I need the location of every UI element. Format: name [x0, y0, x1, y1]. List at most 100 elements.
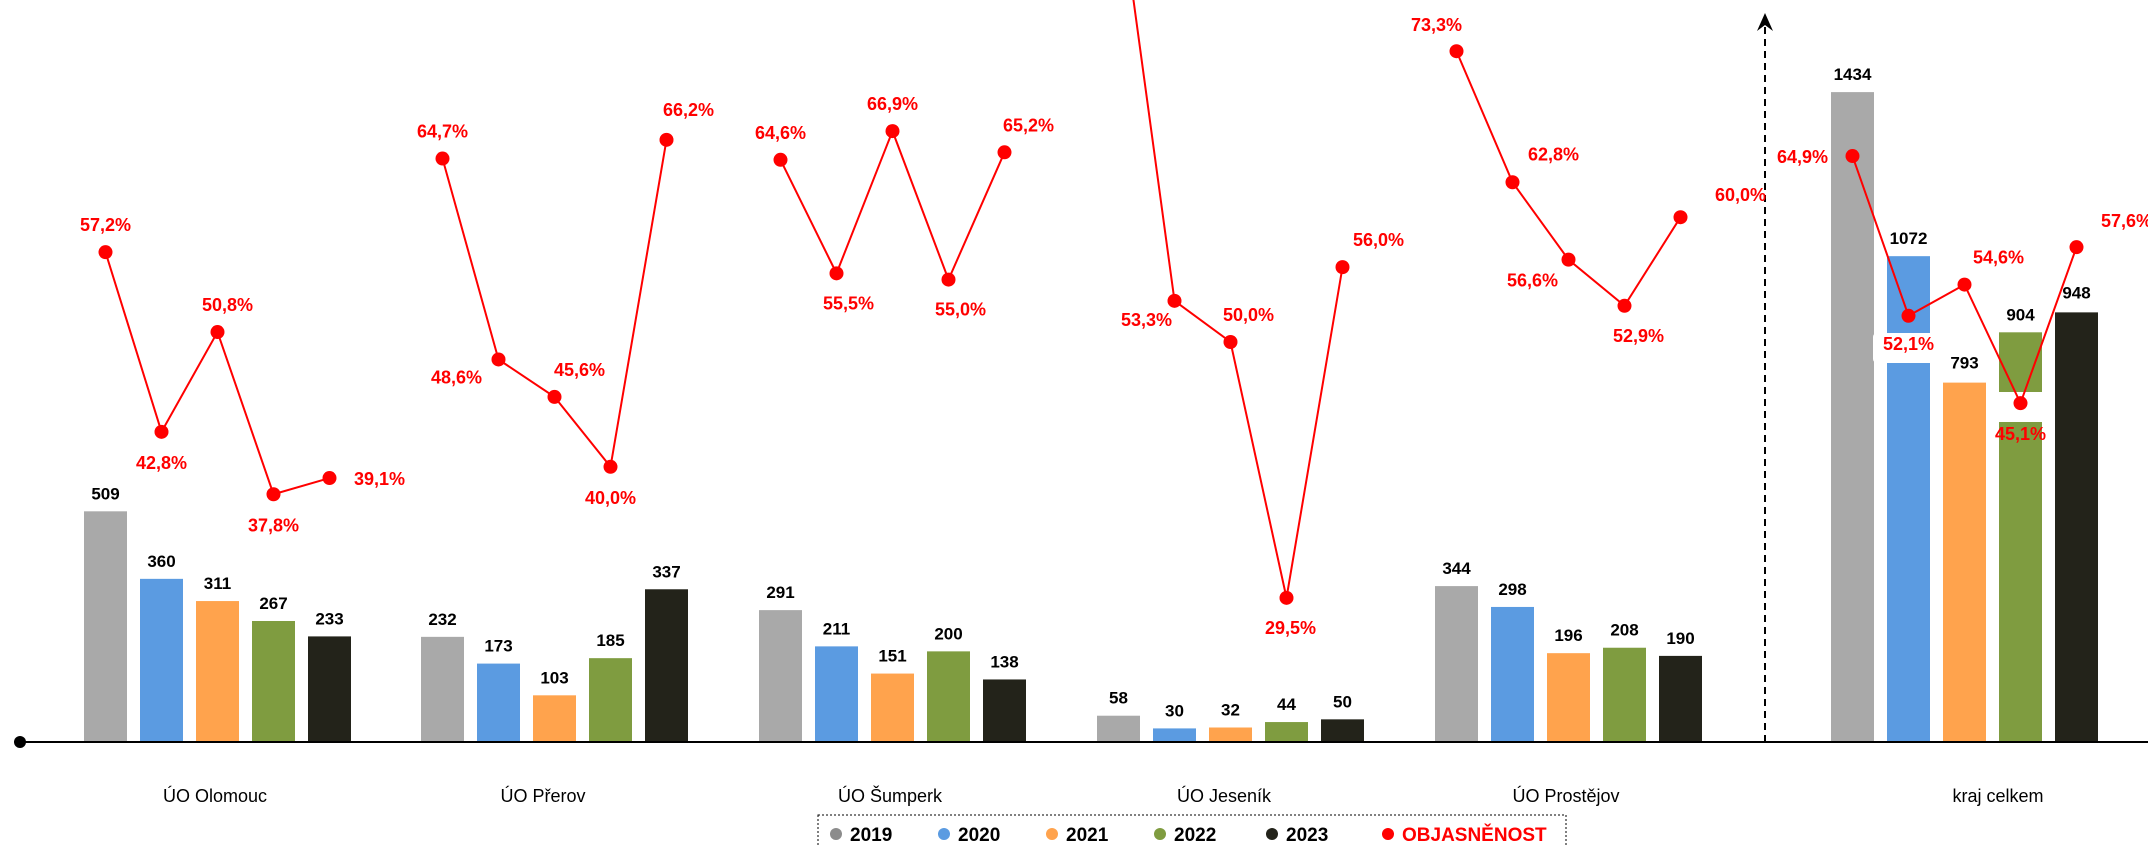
- bar-uo-sumperk-2023: [983, 679, 1026, 742]
- bar-uo-prerov-2022: [589, 658, 632, 742]
- bar-uo-jesenik-2021: [1209, 727, 1252, 742]
- bar-value-label: 103: [540, 668, 568, 687]
- objasnenost-label: 66,9%: [867, 94, 918, 114]
- objasnenost-line-uo-prerov: [441, 139, 668, 470]
- objasnenost-label: 52,1%: [1883, 334, 1934, 354]
- objasnenost-point: [1845, 149, 1860, 164]
- bar-value-label: 185: [596, 631, 624, 650]
- bar-value-label: 30: [1165, 701, 1184, 720]
- legend-label-objasnenost: OBJASNĚNOST: [1402, 824, 1547, 846]
- objasnenost-point: [98, 245, 113, 260]
- bar-value-label: 50: [1333, 692, 1352, 711]
- objasnenost-label: 65,2%: [1003, 115, 1054, 135]
- bar-uo-jesenik-2020: [1153, 728, 1196, 742]
- legend-marker-2023: [1266, 828, 1278, 840]
- bar-kraj-celkem-2020: [1887, 256, 1930, 742]
- objasnenost-point: [659, 132, 674, 147]
- axis-layer: [14, 13, 2148, 748]
- legend-marker-2022: [1154, 828, 1166, 840]
- objasnenost-point: [829, 266, 844, 281]
- objasnenost-point: [1505, 175, 1520, 190]
- objasnenost-label: 39,1%: [354, 469, 405, 489]
- objasnenost-label: 62,8%: [1528, 144, 1579, 164]
- objasnenost-label: 55,0%: [935, 300, 986, 320]
- objasnenost-point: [1279, 590, 1294, 605]
- objasnenost-label: 57,2%: [80, 215, 131, 235]
- bar-value-label: 311: [204, 574, 231, 593]
- legend-label-2021: 2021: [1066, 825, 1109, 846]
- bar-value-label: 360: [147, 552, 175, 571]
- label-background: [1873, 333, 1944, 363]
- objasnenost-point: [603, 459, 618, 474]
- bar-uo-prostejov-2020: [1491, 606, 1534, 742]
- bar-uo-jesenik-2022: [1265, 722, 1308, 742]
- legend-label-2022: 2022: [1174, 825, 1216, 846]
- bar-uo-olomouc-2019: [84, 511, 127, 742]
- bar-value-label: 200: [934, 624, 962, 643]
- objasnenost-point: [435, 151, 450, 166]
- bar-value-label: 509: [91, 484, 119, 503]
- objasnenost-label: 50,8%: [202, 295, 253, 315]
- legend-label-2020: 2020: [958, 825, 1000, 846]
- legend-box: [817, 814, 1567, 846]
- objasnenost-point: [210, 325, 225, 340]
- objasnenost-label: 64,7%: [417, 122, 468, 142]
- bar-value-label: 793: [1950, 354, 1978, 373]
- objasnenost-label: 53,3%: [1121, 310, 1172, 330]
- objasnenost-label: 42,8%: [136, 453, 187, 473]
- objasnenost-point: [1223, 335, 1238, 349]
- bar-value-label: 298: [1498, 580, 1526, 599]
- objasnenost-line-uo-prostejov: [1455, 50, 1682, 308]
- objasnenost-point: [1167, 293, 1182, 308]
- objasnenost-label: 56,6%: [1507, 271, 1558, 291]
- objasnenost-point: [154, 424, 169, 439]
- bar-uo-prerov-2020: [477, 663, 520, 742]
- bar-uo-olomouc-2021: [196, 601, 239, 742]
- bar-value-label: 32: [1221, 700, 1240, 719]
- category-label-kraj-celkem: kraj celkem: [1952, 786, 2043, 806]
- bar-uo-prerov-2023: [645, 589, 688, 742]
- objasnenost-point: [1449, 44, 1464, 59]
- bar-value-label: 291: [766, 583, 794, 602]
- bar-value-label: 233: [315, 609, 343, 628]
- bar-uo-sumperk-2022: [927, 651, 970, 742]
- bar-value-label: 232: [428, 610, 456, 629]
- category-label-uo-jesenik: ÚO Jeseník: [1177, 785, 1272, 806]
- objasnenost-label: 54,6%: [1973, 248, 2024, 268]
- bar-uo-sumperk-2021: [871, 673, 914, 742]
- objasnenost-lines-layer: [98, 0, 2084, 605]
- objasnenost-label: 60,0%: [1715, 185, 1766, 205]
- objasnenost-label: 66,2%: [663, 100, 714, 120]
- objasnenost-label: 37,8%: [248, 515, 299, 535]
- objasnenost-point: [547, 389, 562, 404]
- bar-value-label: 948: [2062, 283, 2090, 302]
- bar-uo-olomouc-2020: [140, 578, 183, 742]
- bar-value-label: 44: [1277, 695, 1296, 714]
- bar-uo-olomouc-2023: [308, 636, 351, 742]
- bar-uo-prostejov-2023: [1659, 655, 1702, 742]
- bar-value-label: 151: [878, 647, 906, 666]
- category-label-uo-olomouc: ÚO Olomouc: [163, 785, 267, 806]
- bar-value-label: 267: [259, 594, 287, 613]
- bar-value-label: 1434: [1834, 65, 1872, 84]
- category-label-uo-sumperk: ÚO Šumperk: [838, 785, 943, 806]
- legend-marker-2019: [830, 828, 842, 840]
- objasnenost-point: [1335, 260, 1350, 275]
- objasnenost-point: [2069, 240, 2084, 255]
- bar-value-label: 196: [1554, 626, 1582, 645]
- bar-value-label: 904: [2006, 305, 2035, 324]
- bar-value-label: 173: [484, 637, 512, 656]
- legend: 2019 2020 2021 2022 2023 OBJASNĚNOST: [817, 814, 1567, 846]
- bar-value-label: 344: [1442, 559, 1471, 578]
- legend-label-2023: 2023: [1286, 825, 1328, 846]
- objasnenost-label: 48,6%: [431, 367, 482, 387]
- objasnenost-label: 64,9%: [1777, 147, 1828, 167]
- objasnenost-point: [997, 145, 1012, 160]
- bar-kraj-celkem-2019: [1831, 92, 1874, 742]
- objasnenost-point: [1673, 210, 1688, 225]
- objasnenost-point: [1901, 308, 1916, 323]
- separator-arrow-icon: [1757, 13, 1773, 31]
- objasnenost-point: [1957, 277, 1972, 292]
- objasnenost-label: 55,5%: [823, 293, 874, 313]
- objasnenost-point: [491, 352, 506, 367]
